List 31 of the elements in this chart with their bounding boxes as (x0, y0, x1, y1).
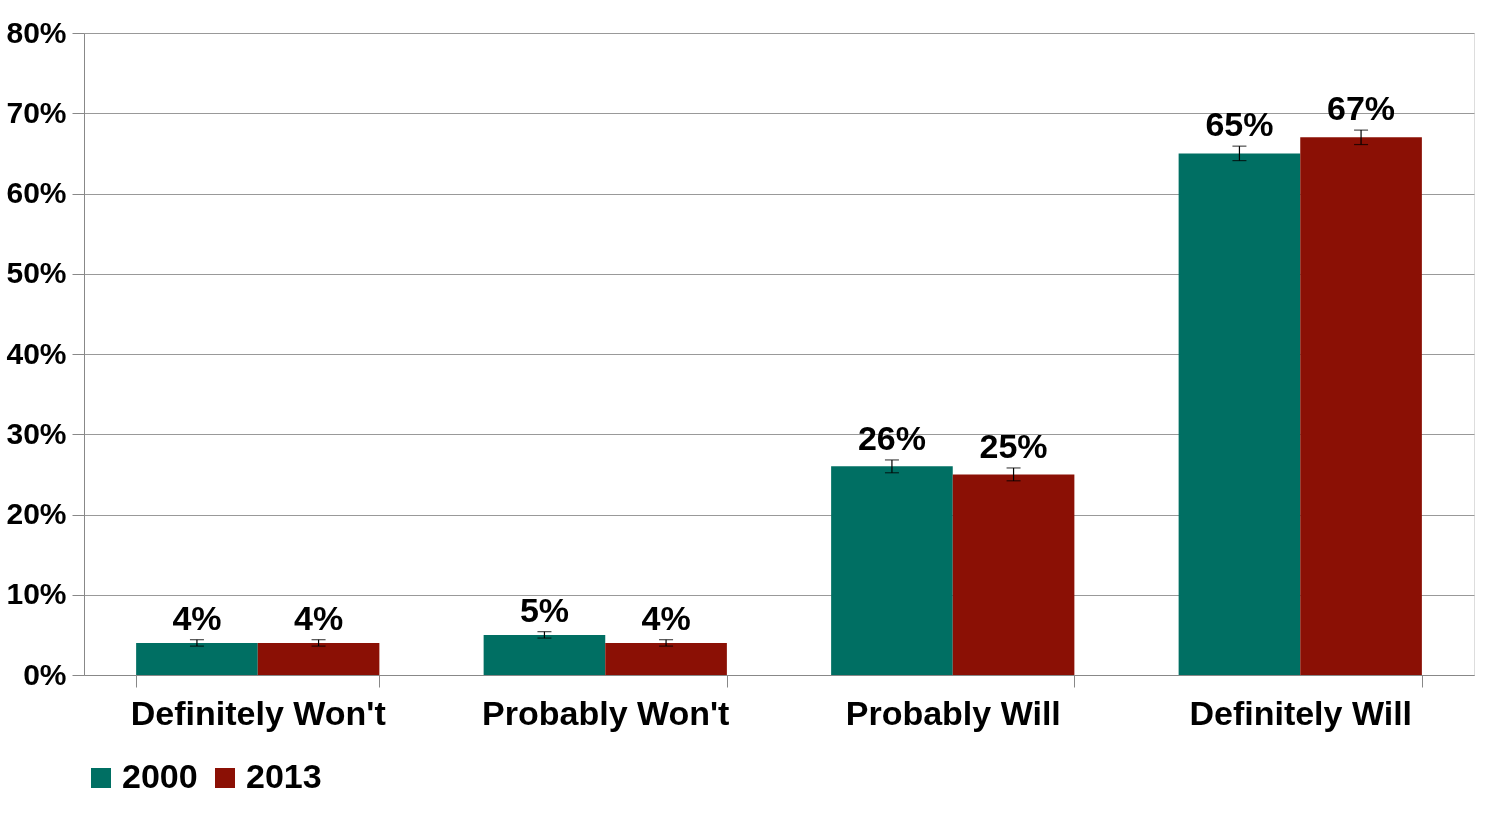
bar (257, 642, 380, 675)
data-label: 4% (293, 598, 344, 637)
data-label: 5% (519, 590, 570, 629)
data-label: 65% (1205, 105, 1274, 144)
bar (831, 466, 953, 675)
bar (136, 642, 258, 675)
bar (483, 634, 606, 675)
y-tick-label: 20% (6, 497, 67, 530)
legend-label: 2000 (122, 757, 198, 795)
data-label: 67% (1327, 89, 1396, 128)
bar (1300, 137, 1422, 675)
data-label: 26% (857, 418, 926, 457)
x-tick-label: Definitely Will (1189, 693, 1413, 732)
y-tick-label: 0% (23, 657, 67, 691)
y-tick-label: 60% (6, 176, 67, 209)
bar (605, 642, 727, 675)
x-tick-label: Probably Won't (482, 693, 730, 732)
bar (952, 474, 1075, 675)
bar (1178, 153, 1301, 675)
y-tick-label: 70% (6, 95, 67, 129)
y-tick-label: 40% (6, 336, 67, 370)
data-label: 4% (172, 598, 222, 637)
y-tick-label: 50% (6, 256, 67, 290)
y-tick-label: 10% (6, 577, 67, 611)
y-tick-label: 80% (6, 15, 67, 49)
x-tick-label: Definitely Won't (130, 693, 386, 732)
x-tick-label: Probably Will (845, 693, 1061, 732)
y-tick-label: 30% (6, 416, 67, 450)
legend-label: 2013 (246, 757, 322, 795)
data-label: 25% (979, 426, 1048, 465)
data-label: 4% (641, 598, 691, 637)
